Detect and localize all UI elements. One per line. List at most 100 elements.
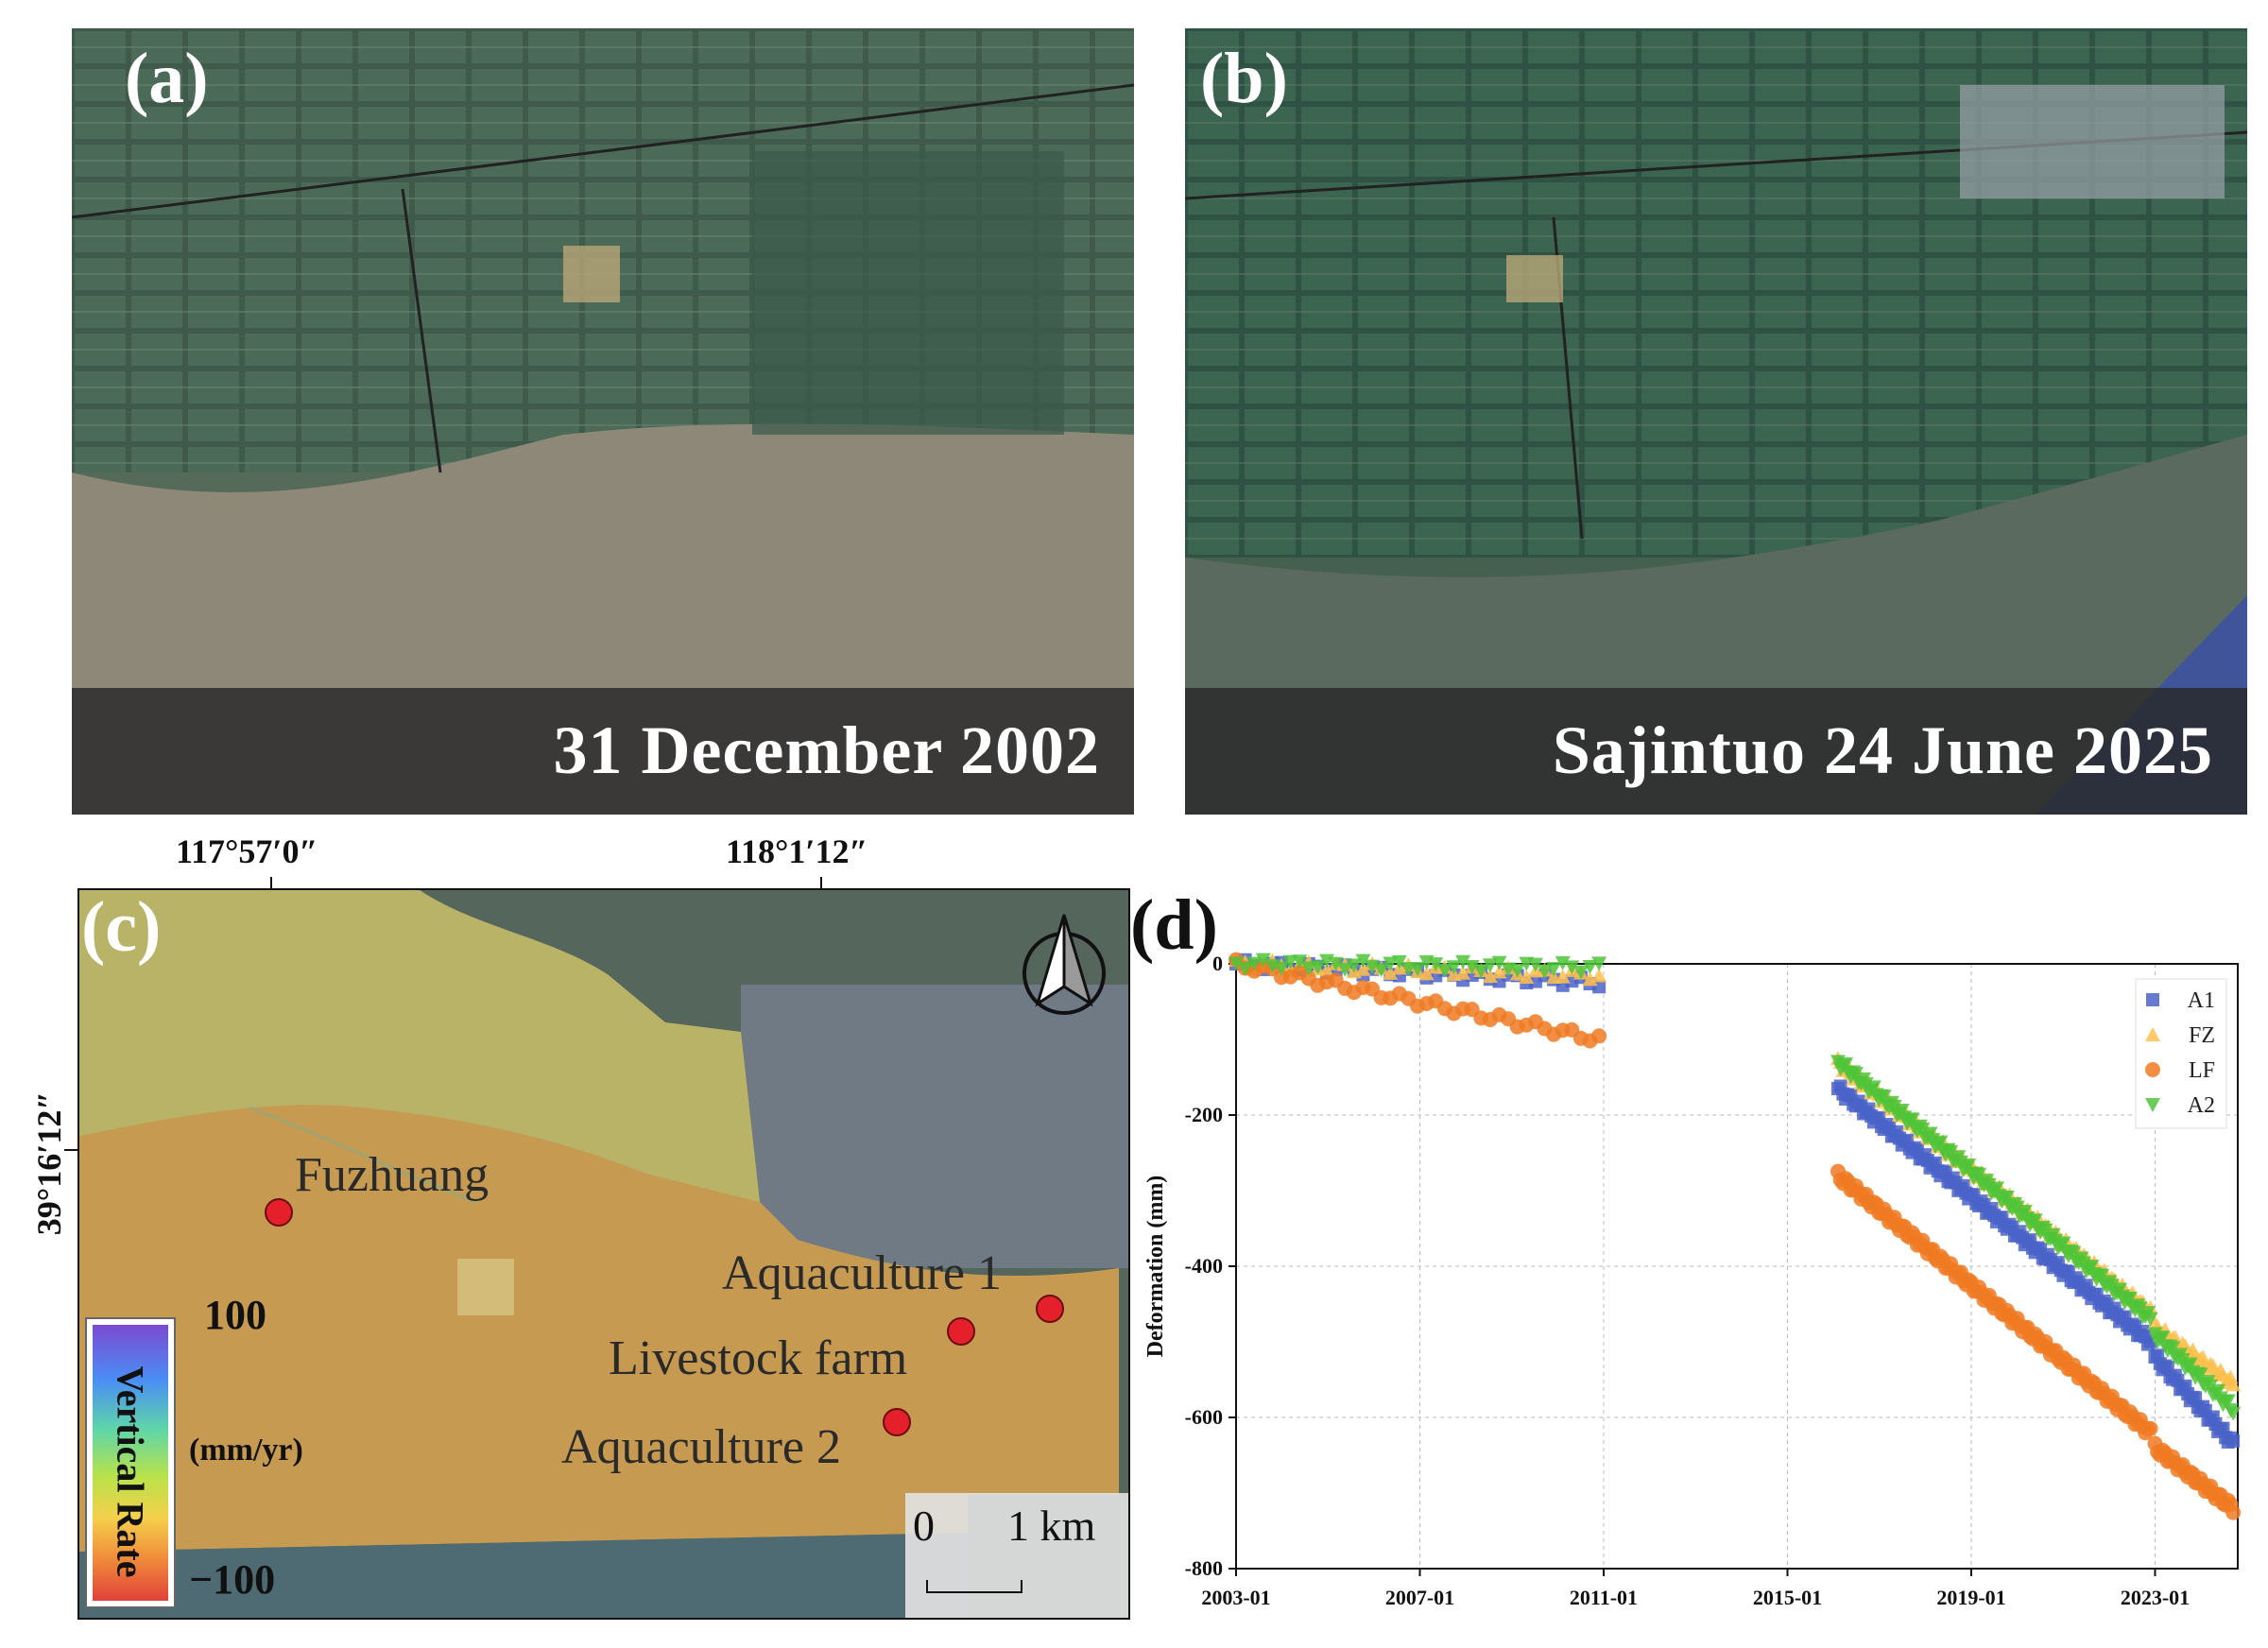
point-a2 [1999, 1191, 2015, 1206]
point-a2 [1310, 960, 1326, 975]
point-a2 [1337, 962, 1353, 977]
point-a2 [1383, 956, 1399, 971]
point-fz [1582, 971, 1598, 987]
point-a2 [1509, 963, 1525, 978]
panel-letter-b: (b) [1200, 39, 1288, 118]
legend-marker-lf [2145, 1062, 2160, 1077]
scale-zero: 0 [913, 1502, 935, 1550]
point-a2 [1355, 953, 1371, 969]
point-fz [1319, 962, 1335, 977]
point-a2 [1464, 959, 1480, 974]
point-a2 [2037, 1223, 2053, 1238]
point-a2 [1237, 961, 1253, 976]
legend-label-a2: A2 [2188, 1093, 2215, 1118]
deformation-map-art [79, 890, 1128, 1618]
colorbar-min: −100 [189, 1556, 276, 1603]
point-a2 [1446, 960, 1462, 975]
point-fz [1383, 965, 1399, 980]
point-a2 [2165, 1341, 2181, 1356]
point-a2 [2132, 1301, 2148, 1316]
y-tick-label: -800 [1185, 1556, 1223, 1580]
lon-tick-2 [820, 877, 822, 890]
point-a2 [1865, 1080, 1881, 1095]
caption-bar-a: 31 December 2002 [72, 688, 1134, 815]
point-a2 [1537, 964, 1553, 979]
label-aquaculture-2: Aquaculture 2 [561, 1420, 842, 1474]
legend-marker-fz [2145, 1027, 2160, 1041]
panel-letter-c: (c) [81, 888, 162, 967]
point-a2 [1915, 1122, 1931, 1137]
x-tick-label: 2003-01 [1201, 1586, 1270, 1609]
point-a2 [1473, 964, 1489, 979]
point-a2 [1847, 1067, 1864, 1082]
point-a2 [2094, 1268, 2110, 1283]
north-arrow-icon [1022, 914, 1106, 1015]
satellite-image-2002: (a) 31 December 2002 [72, 28, 1134, 815]
panel-letter-a: (a) [125, 39, 209, 118]
y-tick-label: 0 [1212, 952, 1223, 975]
point-a2 [1274, 961, 1290, 976]
legend-label-a1: A1 [2188, 988, 2215, 1013]
satellite-2002-art [72, 28, 1134, 815]
x-tick-label: 2015-01 [1753, 1586, 1822, 1609]
point-a2 [2066, 1245, 2082, 1261]
y-tick-label: -200 [1185, 1103, 1223, 1126]
point-fz [1418, 966, 1435, 981]
lon-label-1: 117°57′0″ [176, 833, 318, 870]
point-a2 [1246, 956, 1263, 971]
point-a2 [2055, 1236, 2071, 1251]
point-lf [2225, 1504, 2242, 1520]
point-a2 [1328, 956, 1344, 971]
label-livestock-farm: Livestock farm [609, 1331, 908, 1385]
lat-tick [64, 1149, 77, 1151]
point-fz [1519, 969, 1535, 984]
point-a2 [2192, 1367, 2208, 1382]
point-a2 [1971, 1167, 1987, 1182]
marker-aquaculture-1 [1036, 1295, 1064, 1323]
point-a2 [1904, 1112, 1920, 1127]
caption-date-2002: 31 December 2002 [553, 712, 1100, 788]
point-a2 [1436, 963, 1452, 978]
point-a2 [1428, 957, 1444, 972]
point-fz [1455, 965, 1471, 980]
satellite-image-2025: (b) Sajintuo 24 June 2025 [1185, 28, 2247, 815]
point-a2 [1292, 954, 1308, 970]
point-a2 [2182, 1357, 2198, 1372]
label-fuzhuang: Fuzhuang [295, 1148, 490, 1202]
point-a2 [2122, 1291, 2138, 1306]
x-tick-label: 2007-01 [1385, 1586, 1454, 1609]
scale-bar-box: 0 1 km [905, 1493, 1128, 1618]
lat-label: 39°16′12″ [30, 1090, 69, 1236]
legend-label-lf: LF [2189, 1058, 2215, 1083]
point-a2 [1228, 956, 1244, 971]
label-aquaculture-1: Aquaculture 1 [722, 1246, 1003, 1300]
point-a2 [1346, 958, 1362, 973]
point-a2 [2220, 1394, 2236, 1409]
point-lf [1591, 1028, 1607, 1044]
point-lf [2142, 1420, 2158, 1436]
point-a2 [1591, 956, 1607, 971]
point-a2 [2225, 1406, 2242, 1421]
point-fz [1591, 968, 1607, 983]
point-a2 [1455, 954, 1471, 970]
x-tick-label: 2011-01 [1570, 1586, 1638, 1609]
lon-label-2: 118°1′12″ [726, 833, 868, 870]
point-fz [1491, 964, 1507, 979]
point-a2 [1410, 962, 1426, 977]
y-tick-label: -400 [1185, 1254, 1223, 1278]
deformation-map: (c) Fuzhuang Aquaculture 1 Livestock far… [77, 888, 1130, 1620]
point-a2 [1491, 955, 1507, 970]
caption-sajintuo-2025: Sajintuo 24 June 2025 [1552, 712, 2213, 788]
point-a2 [2027, 1213, 2043, 1228]
point-a2 [1373, 963, 1389, 978]
point-a1 [2226, 1433, 2241, 1448]
point-a2 [1838, 1057, 1854, 1073]
legend-marker-a2 [2145, 1098, 2160, 1112]
legend-marker-a1 [2146, 993, 2159, 1006]
y-tick-label: -600 [1185, 1405, 1223, 1429]
point-a2 [1564, 960, 1580, 975]
colorbar-max: 100 [204, 1292, 266, 1338]
point-a2 [1933, 1135, 1949, 1150]
point-a2 [1572, 965, 1589, 980]
x-tick-label: 2023-01 [2121, 1586, 2190, 1609]
